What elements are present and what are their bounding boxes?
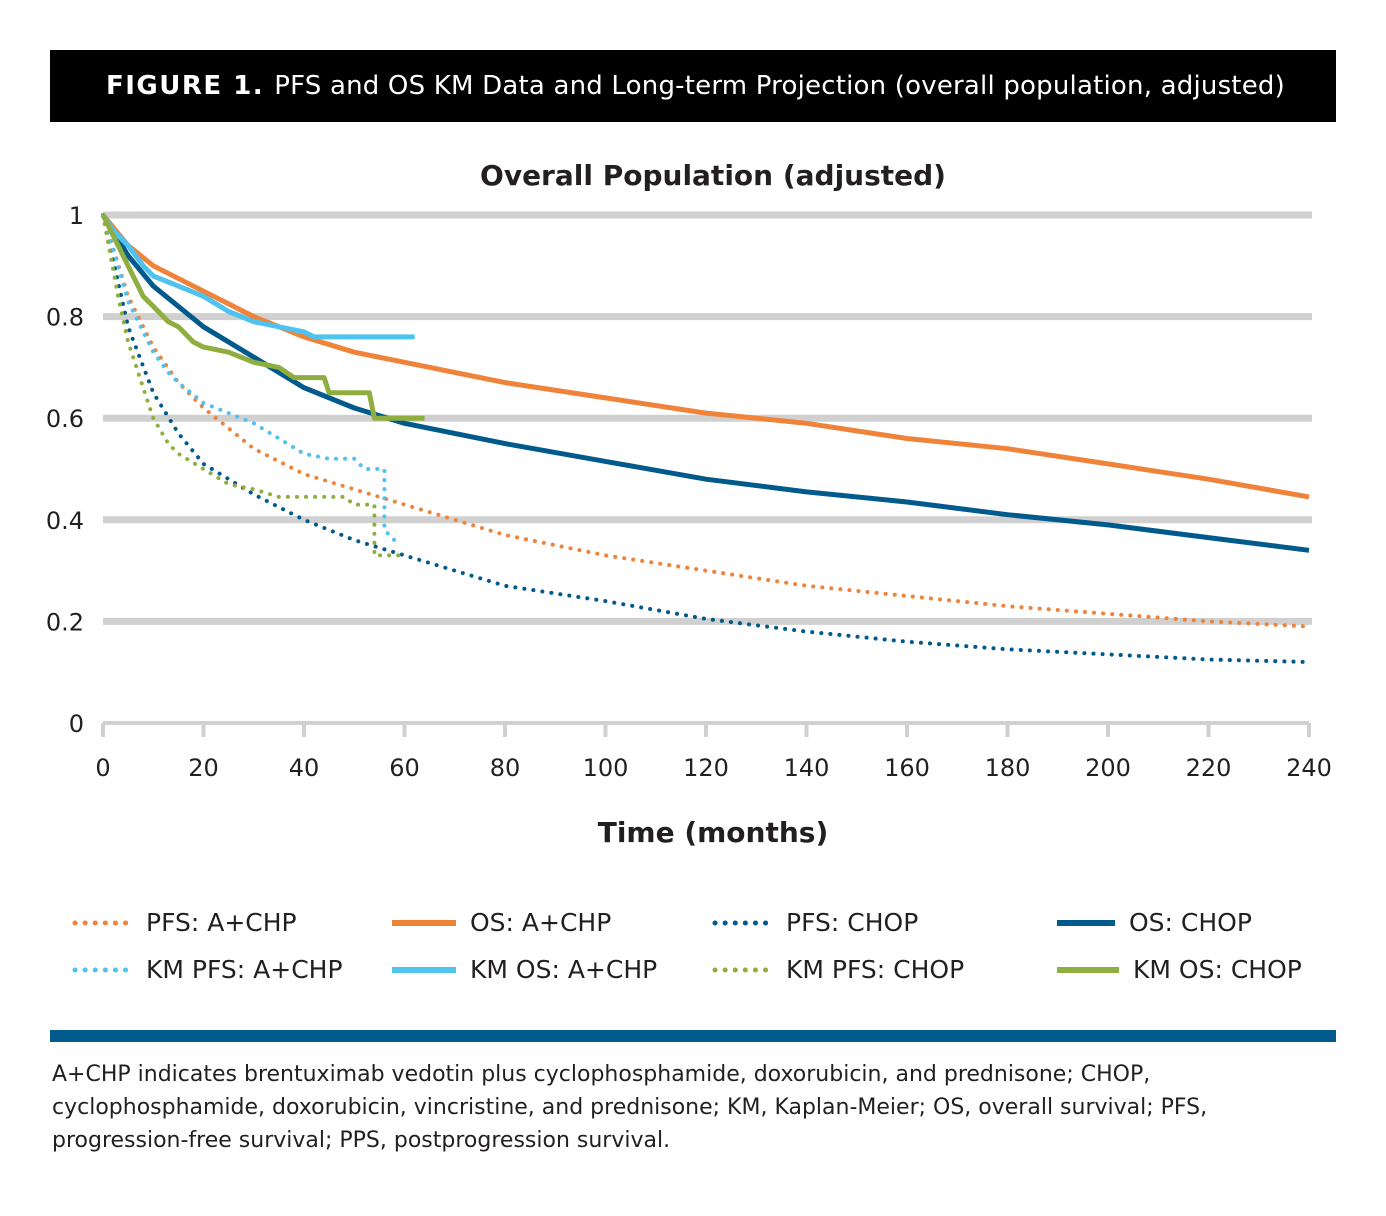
legend-label: PFS: CHOP	[786, 908, 919, 937]
y-tick-label: 0.8	[46, 304, 84, 332]
legend-label: PFS: A+CHP	[146, 908, 297, 937]
legend-label: KM PFS: A+CHP	[146, 955, 343, 984]
footnote: A+CHP indicates brentuximab vedotin plus…	[52, 1062, 1208, 1153]
legend-swatch	[712, 967, 774, 972]
legend-label: OS: A+CHP	[470, 908, 612, 937]
series-line-pfs-chop	[101, 213, 1311, 664]
x-tick-label: 180	[985, 754, 1031, 782]
legend-label: KM OS: A+CHP	[470, 955, 658, 984]
gridlines	[103, 211, 1312, 625]
legend-item-pfs-chop: PFS: CHOP	[712, 908, 918, 937]
y-tick-label: 0	[69, 710, 84, 738]
x-tick-label: 140	[784, 754, 830, 782]
legend: PFS: A+CHP OS: A+CHP PFS: CHOP OS: CHOP …	[0, 900, 1386, 1000]
chart-title: Overall Population (adjusted)	[480, 159, 946, 192]
legend-item-os-achp: OS: A+CHP	[390, 908, 611, 937]
x-tick-label: 100	[583, 754, 629, 782]
x-axis-tick-labels: 0 20 40 60 80 100 120 140 160 180 200 220 240	[95, 754, 1332, 782]
legend-swatch	[712, 920, 774, 925]
x-tick-label: 200	[1085, 754, 1131, 782]
figure-label: FIGURE 1.	[106, 71, 265, 101]
figure-title: PFS and OS KM Data and Long-term Project…	[274, 71, 1285, 101]
y-tick-label: 0.4	[46, 507, 84, 535]
series-line-km-pfs-chop	[101, 213, 407, 558]
y-axis-tick-labels: 0 0.2 0.4 0.6 0.8 1	[46, 202, 84, 738]
legend-item-km-pfs-achp: KM PFS: A+CHP	[72, 955, 343, 984]
series-line-km-os-a-chp	[100, 213, 415, 340]
legend-swatch	[392, 919, 456, 926]
legend-item-km-pfs-chop: KM PFS: CHOP	[712, 955, 964, 984]
series-lines	[100, 213, 1311, 664]
x-axis	[101, 721, 1311, 737]
series-line-os-chop	[100, 213, 1310, 553]
x-tick-label: 120	[683, 754, 729, 782]
y-tick-label: 0.6	[46, 405, 84, 433]
series-line-km-os-chop	[100, 213, 425, 421]
legend-swatch	[72, 967, 134, 972]
x-tick-label: 240	[1286, 754, 1332, 782]
survival-chart: Overall Population (adjusted) 0 0.2 0.4 0.6…	[46, 159, 1332, 849]
legend-label: KM OS: CHOP	[1133, 955, 1302, 984]
series-line-km-pfs-a-chp	[101, 213, 397, 543]
figure-header: FIGURE 1. PFS and OS KM Data and Long-te…	[50, 50, 1336, 122]
legend-swatch	[1057, 919, 1115, 926]
y-tick-label: 0.2	[46, 608, 84, 636]
x-tick-label: 80	[490, 754, 521, 782]
legend-swatch	[72, 920, 134, 925]
x-axis-label: Time (months)	[598, 816, 829, 849]
series-line-os-a-chp	[101, 213, 1310, 500]
x-tick-label: 220	[1186, 754, 1232, 782]
x-tick-label: 40	[289, 754, 320, 782]
x-tick-label: 0	[95, 754, 110, 782]
legend-item-km-os-chop: KM OS: CHOP	[1055, 955, 1302, 984]
legend-label: OS: CHOP	[1129, 908, 1252, 937]
legend-item-pfs-achp: PFS: A+CHP	[72, 908, 297, 937]
x-tick-label: 20	[188, 754, 219, 782]
legend-label: KM PFS: CHOP	[786, 955, 965, 984]
y-tick-label: 1	[69, 202, 84, 230]
legend-item-km-os-achp: KM OS: A+CHP	[390, 955, 657, 984]
series-line-pfs-a-chp	[101, 213, 1311, 629]
x-tick-label: 60	[389, 754, 420, 782]
legend-swatch	[1057, 966, 1119, 973]
legend-item-os-chop: OS: CHOP	[1055, 908, 1252, 937]
footer-divider	[50, 1030, 1336, 1042]
legend-swatch	[392, 966, 456, 973]
x-tick-label: 160	[884, 754, 930, 782]
